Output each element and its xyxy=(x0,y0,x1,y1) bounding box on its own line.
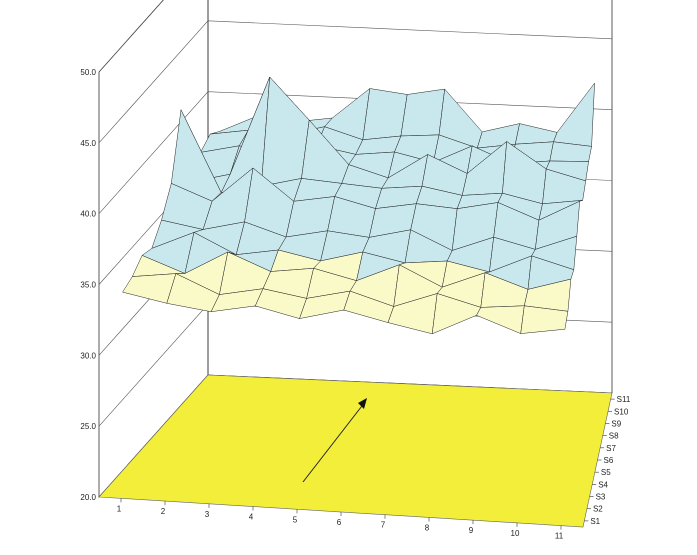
z-tick-label: 30.0 xyxy=(80,351,96,360)
series-tick-label: S6 xyxy=(604,456,614,465)
x-tick-label: 8 xyxy=(425,523,430,532)
surface-cell xyxy=(362,88,408,141)
series-tick-label: S9 xyxy=(611,419,621,428)
x-tick-label: 9 xyxy=(469,526,474,535)
x-tick-label: 10 xyxy=(511,529,520,538)
axis-labels: 20.0 25.0 30.0 35.0 40.0 45.0 50.0 1 2 3 4 5 6 7 8 9 10 1… xyxy=(80,68,630,541)
z-tick-label: 35.0 xyxy=(80,281,96,290)
grid-line xyxy=(98,20,613,144)
series-tick-label: S1 xyxy=(590,517,600,526)
surface-cell xyxy=(261,76,310,187)
x-tick-label: 2 xyxy=(161,507,166,516)
grid-line xyxy=(98,91,613,214)
series-tick-label: S10 xyxy=(614,407,629,416)
series-tick-label: S2 xyxy=(593,505,603,514)
series-tick-label: S11 xyxy=(617,395,631,404)
series-tick-label: S8 xyxy=(609,432,619,441)
z-tick-label: 25.0 xyxy=(80,422,96,431)
series-tick-label: S3 xyxy=(596,493,606,502)
rotation-arrow-head xyxy=(358,398,367,409)
z-tick-label: 50.0 xyxy=(80,68,96,77)
z-tick-label: 20.0 xyxy=(80,493,96,502)
surface-mesh xyxy=(122,76,595,335)
surface-cell xyxy=(514,123,558,145)
surface-cell xyxy=(520,305,569,334)
series-tick-label: S5 xyxy=(601,468,611,477)
x-tick-label: 3 xyxy=(205,510,210,519)
x-tick-label: 4 xyxy=(249,513,254,522)
series-tick-label: S7 xyxy=(606,444,616,453)
x-tick-label: 11 xyxy=(555,532,564,541)
rotation-arrow xyxy=(302,401,366,483)
z-tick-label: 45.0 xyxy=(80,139,96,148)
x-tick-label: 7 xyxy=(381,521,386,530)
series-tick-label: S4 xyxy=(598,480,608,489)
surface-cell xyxy=(400,88,445,137)
surface-cell xyxy=(553,82,595,147)
x-tick-label: 1 xyxy=(117,504,122,513)
z-tick-label: 40.0 xyxy=(80,210,96,219)
x-tick-label: 6 xyxy=(337,518,342,527)
chart-floor xyxy=(98,374,613,528)
grid-line xyxy=(98,0,164,73)
surface-cell xyxy=(476,305,525,334)
x-tick-label: 5 xyxy=(293,515,298,524)
floor-plane xyxy=(98,374,613,528)
